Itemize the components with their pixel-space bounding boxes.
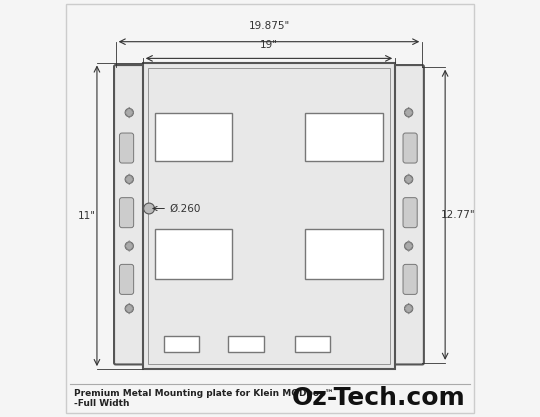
- Circle shape: [125, 304, 133, 313]
- Circle shape: [404, 175, 413, 183]
- Text: 11": 11": [78, 211, 96, 221]
- Bar: [306, 229, 383, 279]
- Bar: [156, 113, 232, 161]
- Circle shape: [125, 175, 133, 183]
- FancyBboxPatch shape: [394, 65, 424, 364]
- FancyBboxPatch shape: [403, 198, 417, 228]
- Bar: [164, 336, 199, 352]
- FancyBboxPatch shape: [403, 133, 417, 163]
- FancyBboxPatch shape: [403, 264, 417, 294]
- Circle shape: [125, 242, 133, 250]
- Bar: [295, 336, 330, 352]
- FancyBboxPatch shape: [119, 198, 133, 228]
- Circle shape: [404, 108, 413, 117]
- Bar: [143, 63, 395, 369]
- Text: 19": 19": [260, 40, 278, 50]
- Text: 19.875": 19.875": [248, 21, 289, 31]
- FancyBboxPatch shape: [119, 133, 133, 163]
- Circle shape: [144, 203, 154, 214]
- Bar: [148, 68, 390, 364]
- Circle shape: [404, 242, 413, 250]
- FancyBboxPatch shape: [119, 264, 133, 294]
- FancyBboxPatch shape: [114, 65, 145, 364]
- Circle shape: [125, 108, 133, 117]
- Text: Oz-Tech.com: Oz-Tech.com: [292, 386, 466, 410]
- Bar: [156, 229, 232, 279]
- Text: 12.77": 12.77": [440, 210, 475, 220]
- Bar: [306, 113, 383, 161]
- Text: Premium Metal Mounting plate for Klein MODbox™
-Full Width: Premium Metal Mounting plate for Klein M…: [74, 389, 334, 408]
- Circle shape: [404, 304, 413, 313]
- Bar: [228, 336, 264, 352]
- Text: Ø.260: Ø.260: [153, 203, 201, 214]
